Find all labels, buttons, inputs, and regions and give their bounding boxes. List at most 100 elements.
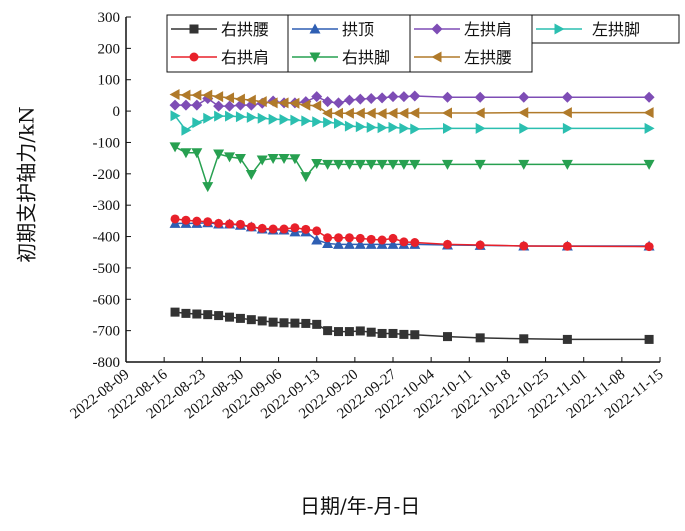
circle-marker (301, 224, 311, 234)
circle-marker (312, 226, 322, 236)
series-line (174, 93, 650, 115)
triangle-right-marker (192, 117, 203, 129)
triangle-down-marker (234, 153, 246, 164)
triangle-down-marker (256, 155, 268, 166)
circle-marker (246, 222, 256, 232)
series-6 (169, 88, 654, 120)
triangle-right-marker (554, 23, 565, 35)
x-axis-label: 日期/年-月-日 (300, 494, 421, 518)
circle-marker (377, 235, 387, 245)
series-3 (170, 110, 655, 136)
triangle-right-marker (246, 111, 257, 123)
triangle-down-marker (322, 159, 334, 170)
diamond-marker (398, 91, 410, 103)
diamond-marker (431, 23, 443, 35)
triangle-down-marker (409, 159, 421, 170)
triangle-right-marker (519, 122, 530, 134)
legend-label: 右拱腰 (221, 20, 269, 39)
diamond-marker (409, 90, 421, 102)
triangle-left-marker (387, 107, 398, 119)
legend-item-2: 左拱肩 (414, 20, 512, 39)
triangle-down-marker (343, 159, 355, 170)
triangle-left-marker (365, 107, 376, 119)
triangle-down-marker (518, 159, 530, 170)
triangle-up-marker (343, 238, 355, 249)
circle-marker (562, 241, 572, 251)
triangle-left-marker (409, 107, 420, 119)
y-tick-label: 200 (98, 41, 121, 57)
triangle-right-marker (334, 117, 345, 129)
y-tick-label: 300 (98, 10, 121, 26)
triangle-down-marker (202, 182, 214, 193)
triangle-down-marker (245, 169, 257, 180)
triangle-left-marker (311, 100, 322, 112)
triangle-down-marker (213, 149, 225, 160)
triangle-down-marker (311, 158, 323, 169)
square-marker (235, 313, 245, 323)
circle-marker (344, 233, 354, 243)
square-marker (344, 327, 354, 337)
triangle-up-marker (387, 238, 399, 249)
triangle-down-marker (643, 159, 655, 170)
triangle-left-marker (169, 88, 180, 100)
triangle-right-marker (257, 112, 268, 124)
circle-marker (644, 242, 654, 252)
circle-marker (170, 214, 180, 224)
circle-marker (410, 238, 420, 248)
square-marker (377, 328, 387, 338)
triangle-left-marker (343, 107, 354, 119)
square-marker (203, 310, 213, 320)
circle-marker (279, 224, 289, 234)
triangle-down-marker (398, 159, 410, 170)
triangle-right-marker (268, 113, 279, 125)
triangle-down-marker (561, 159, 573, 170)
circle-marker (181, 215, 191, 225)
plot-area (169, 88, 655, 344)
legend-item-5: 右拱脚 (292, 48, 390, 67)
diamond-marker (224, 100, 236, 112)
square-marker (279, 318, 289, 328)
triangle-right-marker (225, 110, 236, 122)
y-tick-label: 100 (98, 73, 121, 89)
diamond-marker (354, 93, 366, 105)
triangle-right-marker (377, 122, 388, 134)
circle-marker (189, 52, 199, 62)
square-marker (290, 318, 300, 328)
square-marker (366, 327, 376, 337)
circle-marker (355, 233, 365, 243)
triangle-right-marker (312, 116, 323, 128)
series-0 (170, 307, 654, 344)
legend-label: 左拱脚 (592, 20, 640, 39)
series-5 (169, 142, 655, 193)
triangle-down-marker (180, 148, 192, 159)
triangle-left-marker (300, 99, 311, 111)
y-axis-label: 初期支护轴力/kN (14, 106, 39, 263)
diamond-marker (387, 91, 399, 103)
triangle-left-marker (202, 89, 213, 101)
triangle-left-marker (322, 107, 333, 119)
triangle-down-marker (354, 159, 366, 170)
triangle-right-marker (203, 112, 214, 124)
square-marker (246, 315, 256, 325)
triangle-down-marker (289, 154, 301, 165)
circle-marker (388, 233, 398, 243)
circle-marker (399, 237, 409, 247)
triangle-left-marker (333, 107, 344, 119)
square-marker (399, 329, 409, 339)
triangle-right-marker (366, 121, 377, 133)
legend-item-1: 拱顶 (292, 20, 374, 39)
circle-marker (442, 239, 452, 249)
triangle-left-marker (518, 107, 529, 119)
legend-label: 左拱腰 (464, 48, 512, 67)
square-marker (189, 24, 199, 34)
square-marker (312, 319, 322, 329)
y-tick-label: -600 (93, 292, 121, 308)
triangle-right-marker (644, 122, 655, 134)
triangle-right-marker (181, 124, 192, 136)
circle-marker (203, 217, 213, 227)
diamond-marker (365, 93, 377, 105)
triangle-right-marker (301, 115, 312, 127)
diamond-marker (474, 91, 486, 103)
square-marker (410, 330, 420, 340)
